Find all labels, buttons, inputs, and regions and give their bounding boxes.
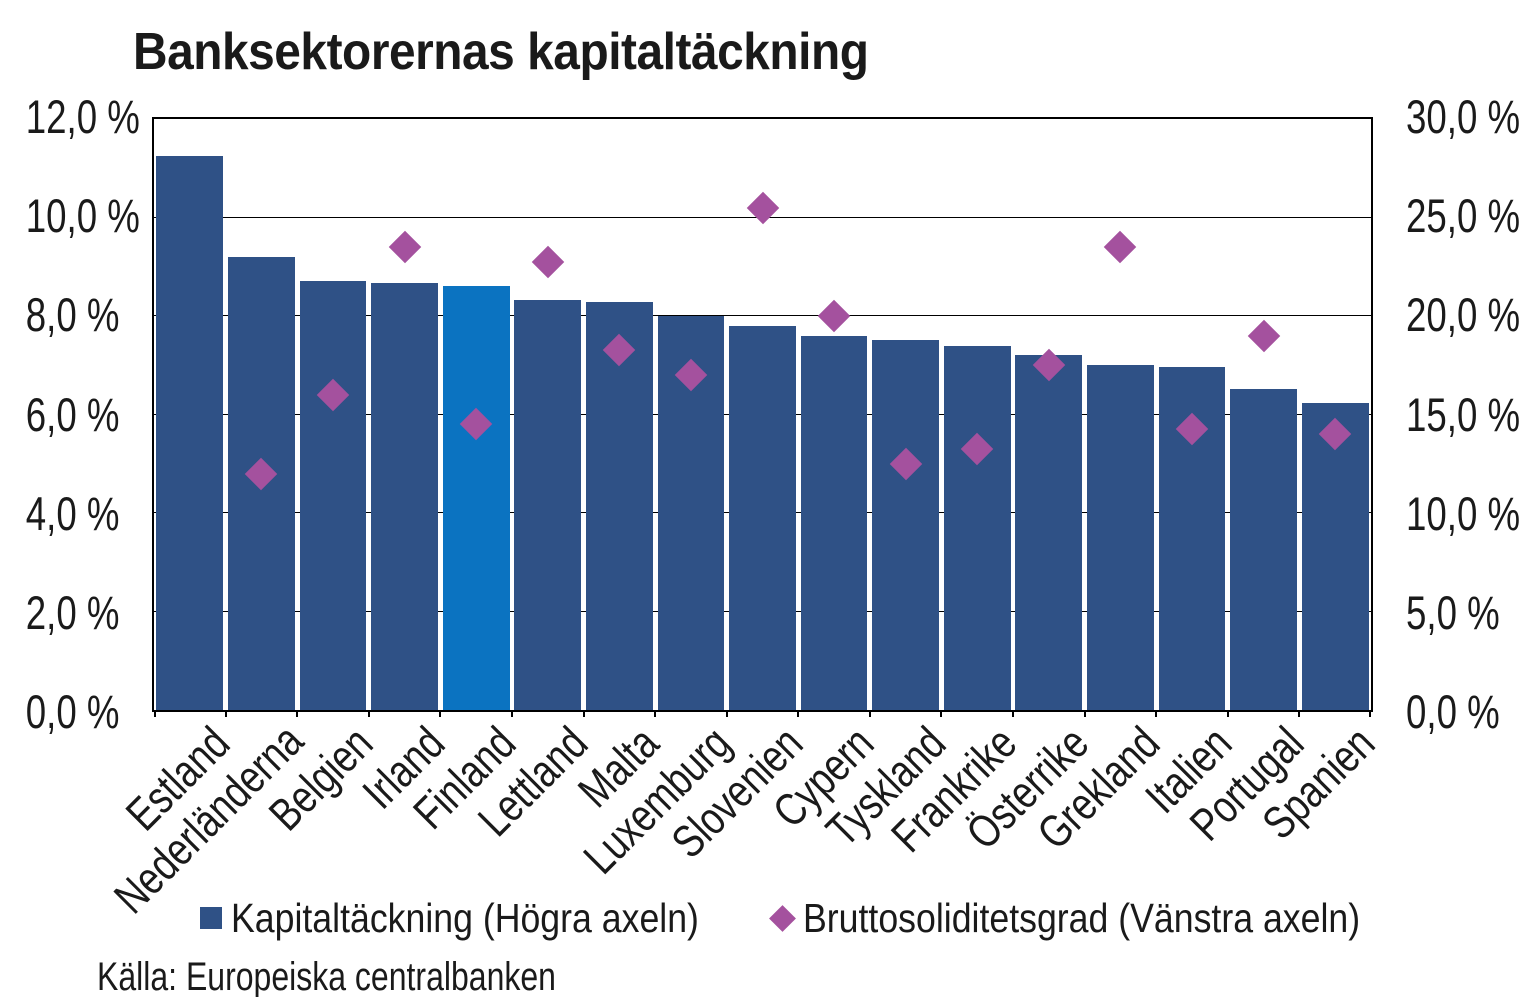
source-note: Källa: Europeiska centralbanken bbox=[97, 955, 556, 997]
diamond-marker-cypern bbox=[817, 299, 851, 333]
category-label-irland: Irland bbox=[352, 716, 454, 819]
bar-cypern bbox=[800, 335, 868, 710]
diamond-marker-portugal bbox=[1247, 319, 1280, 352]
diamond-marker-lettland bbox=[531, 245, 564, 279]
x-axis-tick bbox=[1298, 710, 1301, 717]
category-label-grekland: Grekland bbox=[1027, 716, 1170, 859]
x-axis-tick bbox=[1226, 710, 1229, 717]
legend-label: Kapitaltäckning (Högra axeln) bbox=[231, 895, 699, 941]
x-axis-tick bbox=[510, 710, 513, 717]
left-axis-label: 0,0 % bbox=[25, 685, 120, 738]
x-axis-tick bbox=[940, 710, 943, 717]
x-axis-tick bbox=[1155, 710, 1158, 717]
x-axis-tick bbox=[224, 710, 227, 717]
right-axis-label: 25,0 % bbox=[1406, 189, 1521, 243]
right-axis-label: 30,0 % bbox=[1406, 90, 1521, 143]
x-axis-tick bbox=[1012, 710, 1015, 717]
bar-belgien bbox=[299, 280, 367, 710]
right-axis-label: 10,0 % bbox=[1406, 486, 1521, 540]
diamond-legend-marker-icon bbox=[769, 904, 796, 932]
right-axis-label: 0,0 % bbox=[1406, 685, 1500, 738]
category-label-spanien: Spanien bbox=[1252, 716, 1385, 849]
category-label-portugal: Portugal bbox=[1179, 716, 1313, 851]
diamond-marker-slovenien bbox=[746, 191, 779, 224]
bar-irland bbox=[371, 282, 438, 710]
category-label-finland: Finland bbox=[403, 716, 526, 839]
diamond-marker-grekland bbox=[1104, 230, 1137, 264]
bar-grekland bbox=[1087, 365, 1154, 710]
x-axis-tick bbox=[296, 710, 299, 717]
x-axis-tick bbox=[654, 710, 657, 717]
legend-label: Bruttosoliditetsgrad (Vänstra axeln) bbox=[803, 895, 1361, 941]
x-axis-tick bbox=[868, 710, 871, 717]
category-label-österrike: Österrike bbox=[955, 716, 1099, 859]
bar-finland bbox=[442, 286, 510, 710]
left-axis-label: 4,0 % bbox=[25, 486, 120, 540]
category-label-malta: Malta bbox=[568, 716, 669, 817]
bar-legend-swatch bbox=[200, 907, 222, 929]
bar-spanien bbox=[1301, 402, 1369, 710]
legend-item-leverage: Bruttosoliditetsgrad (Vänstra axeln) bbox=[769, 895, 1443, 941]
category-label-estland: Estland bbox=[115, 716, 240, 841]
bar-slovenien bbox=[729, 325, 796, 710]
x-axis-tick bbox=[797, 710, 800, 717]
right-axis: 30,0 % 25,0 % 20,0 % 15,0 % 10,0 % 5,0 % 0,0 % bbox=[1406, 93, 1525, 736]
category-label-slovenien: Slovenien bbox=[660, 716, 812, 868]
bar-malta bbox=[585, 302, 653, 710]
x-axis-tick bbox=[1083, 710, 1086, 717]
right-axis-label: 5,0 % bbox=[1406, 585, 1500, 639]
bar-österrike bbox=[1015, 355, 1083, 710]
x-axis-tick bbox=[439, 710, 442, 717]
chart-title: Banksektorernas kapitaltäckning bbox=[133, 23, 869, 81]
bar-frankrike bbox=[943, 345, 1011, 710]
category-label-tyskland: Tyskland bbox=[815, 716, 956, 857]
x-axis-tick bbox=[725, 710, 728, 717]
right-axis-label: 20,0 % bbox=[1406, 288, 1521, 342]
bar-portugal bbox=[1230, 388, 1297, 710]
category-label-italien: Italien bbox=[1135, 716, 1242, 823]
left-axis-label: 8,0 % bbox=[25, 288, 120, 342]
category-label-nederländerna: Nederländerna bbox=[104, 714, 314, 924]
left-axis-label: 2,0 % bbox=[25, 585, 120, 639]
x-axis-tick bbox=[582, 710, 585, 717]
x-axis-tick bbox=[154, 710, 156, 717]
left-axis: 12,0 % 10,0 % 8,0 % 6,0 % 4,0 % 2,0 % 0,0 % bbox=[0, 93, 140, 736]
gridline bbox=[154, 315, 1371, 316]
diamond-marker-irland bbox=[388, 230, 421, 264]
category-label-luxemburg: Luxemburg bbox=[573, 716, 741, 884]
left-axis-label: 10,0 % bbox=[25, 189, 140, 243]
category-label-lettland: Lettland bbox=[467, 716, 598, 846]
category-label-cypern: Cypern bbox=[762, 716, 884, 838]
x-axis-tick bbox=[367, 710, 370, 717]
legend-item-capital: Kapitaltäckning (Högra axeln) bbox=[200, 896, 769, 940]
x-axis-tick bbox=[1369, 710, 1371, 717]
plot-area bbox=[152, 117, 1373, 717]
category-label-frankrike: Frankrike bbox=[881, 716, 1027, 862]
category-label-belgien: Belgien bbox=[258, 716, 383, 841]
left-axis-label: 12,0 % bbox=[25, 90, 140, 143]
bar-tyskland bbox=[872, 339, 940, 710]
left-axis-label: 6,0 % bbox=[25, 387, 120, 441]
bar-lettland bbox=[514, 300, 582, 710]
bar-estland bbox=[156, 156, 224, 710]
right-axis-label: 15,0 % bbox=[1406, 387, 1521, 441]
